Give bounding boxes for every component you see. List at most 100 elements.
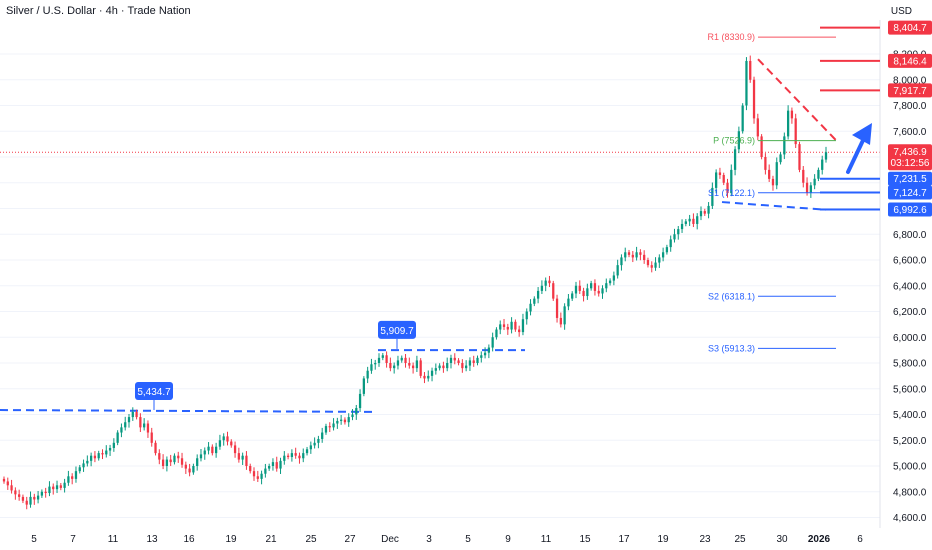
candle [180,452,184,468]
candle-body [14,490,17,495]
candle-body [408,363,411,366]
x-tick-label: 13 [146,534,158,545]
candle [536,287,540,304]
candle [404,353,407,368]
candle-body [112,442,115,448]
candle [783,132,786,160]
candle [33,493,36,505]
candle-body [180,458,184,465]
candle [468,357,472,371]
candle [559,312,562,328]
price-tag-text: 7,124.7 [893,188,927,199]
candle-body [468,360,472,366]
candle [567,293,570,311]
y-tick-label: 7,600.0 [893,127,927,138]
price-tag-text: 7,231.5 [893,174,927,185]
candle-body [669,239,672,248]
candle-body [283,455,286,461]
candle-body [571,293,574,299]
candle [624,247,627,262]
candle [669,235,672,252]
candle [764,153,767,175]
candle-body [78,467,81,472]
candle [646,257,650,268]
pivot-levels: R1 (8330.9) P (7526.9) S1 (7122.1) S2 (6318… [707,32,836,353]
price-tag-s_top: 7,231.5 [888,171,932,186]
candle-body [184,464,187,469]
candle-body [817,169,820,179]
candle [169,454,172,466]
candle-body [25,500,28,505]
candle-body [624,252,627,258]
candle [563,303,566,330]
candle [771,175,775,191]
candle-body [385,355,388,363]
candle [680,219,684,233]
candle [798,141,801,173]
candle [29,491,32,508]
candle [97,450,100,461]
candle-body [302,453,305,459]
candle [555,294,559,323]
current-price-bg [888,144,932,171]
candle [188,463,191,477]
candle [158,449,161,465]
candle [25,496,28,510]
candle [313,437,316,449]
candle [446,357,449,372]
candle-body [249,466,252,472]
candle [339,415,343,425]
candle [18,489,21,501]
candle-body [415,360,419,369]
grid-layer [0,53,880,518]
candle [616,259,619,279]
candle-body [21,496,25,501]
candle [756,113,759,141]
candle-body [544,280,547,286]
candle-body [593,283,597,291]
candle [495,327,498,340]
x-tick-label: 15 [579,534,591,545]
candle [135,409,138,420]
candle [249,463,252,474]
candle [813,174,816,190]
candle [661,247,665,262]
candle-body [692,218,695,224]
candle-body [370,364,373,371]
candle [112,438,115,452]
candle [699,206,703,221]
candle-body [101,453,104,455]
price-tag-r_low: 7,917.7 [888,83,932,98]
candle-body [688,218,691,222]
candle-body [173,455,176,463]
candle [737,126,741,154]
candle-body [715,172,718,188]
candle-body [783,136,786,155]
candle [89,452,93,467]
candle [44,487,47,498]
candle [571,291,574,301]
candle-body [555,298,559,318]
candle [120,423,123,438]
candle-body [677,229,680,235]
candle-body [336,420,339,424]
candle-body [40,491,44,496]
candle-body [502,324,506,327]
candle-body [768,169,771,179]
candle-body [241,455,244,460]
candle-body [548,280,551,284]
candle-body [582,290,585,297]
candle [483,347,487,359]
candle-body [305,449,309,454]
candle-body [116,432,119,443]
price-tag-bg [888,20,932,35]
candle-body [696,216,699,224]
candle-body [499,324,502,330]
candle-body [377,357,381,363]
candle-body [366,370,369,379]
y-tick-label: 6,600.0 [893,256,927,267]
pivot-label-r1: R1 (8330.9) [707,32,755,42]
candle [597,285,600,297]
candle-body [790,110,794,119]
